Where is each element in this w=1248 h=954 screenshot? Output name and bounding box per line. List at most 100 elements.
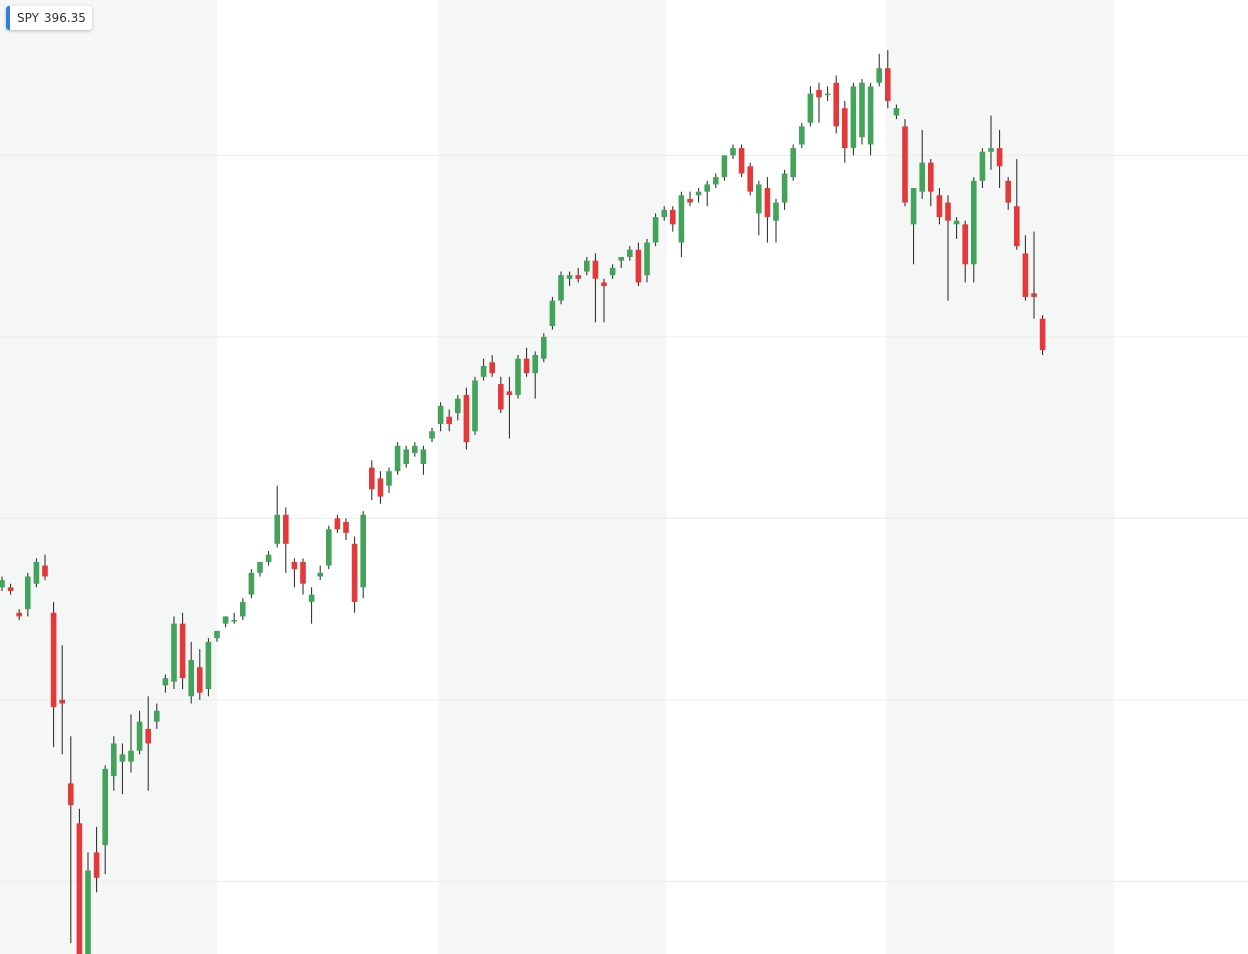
candle-body bbox=[0, 580, 5, 588]
candle-body bbox=[979, 151, 986, 181]
candle-body bbox=[609, 267, 616, 276]
candle-body bbox=[850, 86, 857, 149]
candle-body bbox=[962, 224, 968, 265]
candle-body bbox=[429, 431, 435, 439]
candle-body bbox=[652, 217, 659, 243]
candle-body bbox=[953, 220, 960, 225]
candle-body bbox=[326, 529, 332, 566]
candle-body bbox=[498, 384, 504, 410]
candle-body bbox=[154, 710, 160, 722]
candle-body bbox=[945, 202, 951, 221]
candle-body bbox=[515, 358, 521, 395]
candle-body bbox=[996, 148, 1003, 167]
candle-body bbox=[816, 90, 822, 98]
candle-body bbox=[162, 678, 169, 686]
candle-body bbox=[489, 362, 495, 374]
candle-body bbox=[25, 576, 31, 610]
candle-body bbox=[584, 260, 590, 272]
candle-body bbox=[205, 641, 212, 689]
legend-symbol: SPY bbox=[17, 11, 39, 25]
candle-body bbox=[197, 667, 203, 693]
candle-body bbox=[566, 275, 573, 279]
candle-body bbox=[343, 522, 349, 533]
candle-body bbox=[377, 478, 384, 497]
grid bbox=[0, 154, 1248, 882]
candle-body bbox=[446, 416, 452, 424]
candle-body bbox=[214, 630, 220, 639]
candle-body bbox=[678, 195, 685, 243]
candle-body bbox=[145, 728, 151, 744]
candle-body bbox=[1031, 293, 1037, 297]
candle-body bbox=[738, 148, 745, 174]
candle-body bbox=[33, 561, 40, 584]
candle-body bbox=[790, 148, 796, 178]
candle-body bbox=[592, 260, 599, 279]
candles bbox=[0, 50, 1046, 954]
candle-body bbox=[480, 365, 487, 377]
candle-body bbox=[867, 86, 874, 145]
candle-body bbox=[240, 601, 246, 617]
candle-body bbox=[283, 514, 289, 544]
candle-body bbox=[919, 162, 925, 192]
candle-body bbox=[781, 173, 788, 203]
candle-body bbox=[876, 68, 882, 83]
candle-body bbox=[1022, 253, 1029, 297]
candle-body bbox=[730, 148, 736, 156]
candle-body bbox=[807, 93, 814, 123]
candle-body bbox=[644, 242, 650, 276]
candle-body bbox=[420, 449, 427, 464]
candle-body bbox=[93, 852, 100, 878]
candle-body bbox=[885, 68, 891, 101]
candle-body bbox=[747, 166, 753, 192]
candle-body bbox=[541, 336, 547, 359]
legend-last-price: 396.35 bbox=[43, 11, 86, 25]
candle-body bbox=[222, 616, 229, 624]
candle-body bbox=[833, 82, 839, 127]
candle-body bbox=[799, 126, 805, 145]
candle-body bbox=[721, 155, 728, 178]
candle-body bbox=[558, 275, 564, 301]
candle-body bbox=[971, 180, 977, 265]
candle-body bbox=[171, 623, 177, 682]
candle-body bbox=[42, 565, 48, 577]
candle-body bbox=[128, 750, 134, 762]
candle-body bbox=[386, 471, 392, 486]
candle-body bbox=[472, 380, 478, 432]
candle-body bbox=[437, 405, 444, 424]
legend: SPY 396.35 bbox=[6, 6, 92, 30]
candle-body bbox=[257, 561, 263, 573]
candle-body bbox=[635, 249, 642, 283]
candle-body bbox=[16, 612, 22, 617]
candle-body bbox=[713, 177, 719, 185]
period-shade bbox=[0, 0, 217, 954]
candle-body bbox=[627, 249, 633, 258]
candle-body bbox=[369, 467, 375, 490]
candle-body bbox=[463, 394, 470, 443]
candle-body bbox=[111, 743, 117, 777]
candle-body bbox=[893, 108, 900, 116]
candle-body bbox=[119, 754, 126, 762]
candle-body bbox=[188, 659, 194, 697]
candle-body bbox=[1005, 180, 1011, 203]
candle-body bbox=[532, 355, 538, 374]
candle-body bbox=[179, 623, 186, 679]
candle-body bbox=[842, 108, 848, 149]
candle-body bbox=[601, 282, 607, 287]
candle-body bbox=[59, 699, 65, 704]
candle-body bbox=[274, 514, 280, 544]
candle-body bbox=[988, 148, 994, 152]
candle-body bbox=[764, 188, 771, 218]
candle-body bbox=[773, 202, 779, 221]
legend-swatch bbox=[6, 6, 10, 30]
candle-body bbox=[902, 126, 908, 203]
candle-body bbox=[756, 184, 762, 214]
candle-body bbox=[136, 721, 143, 751]
candle-body bbox=[308, 594, 315, 602]
candle-body bbox=[506, 391, 513, 395]
candle-body bbox=[265, 554, 272, 562]
candle-body bbox=[455, 398, 461, 414]
candle-body bbox=[549, 300, 556, 326]
period-shade bbox=[438, 0, 666, 954]
